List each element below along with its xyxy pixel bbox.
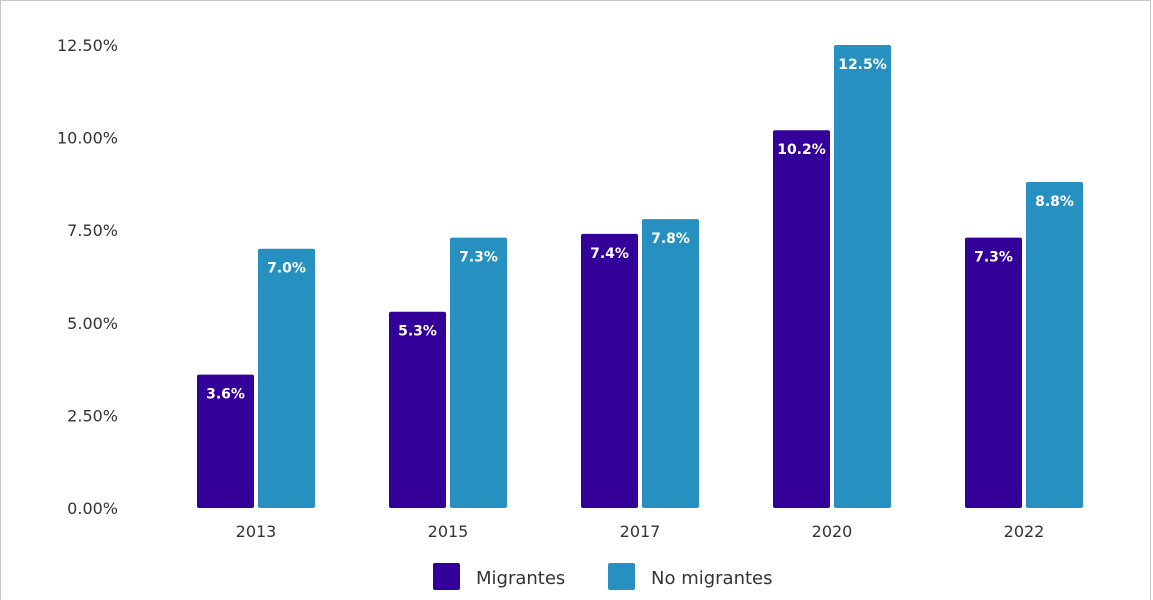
data-label: 7.3% bbox=[459, 250, 498, 266]
data-label: 7.0% bbox=[267, 261, 306, 277]
legend-item-no-migrantes[interactable]: No migrantes bbox=[608, 563, 773, 590]
bar-no-migrantes-2017[interactable] bbox=[642, 219, 699, 508]
y-tick-label: 2.50% bbox=[67, 406, 118, 425]
x-tick-label: 2015 bbox=[428, 522, 469, 541]
data-label: 7.4% bbox=[590, 246, 629, 262]
y-tick-label: 7.50% bbox=[67, 221, 118, 240]
bar-migrantes-2022[interactable] bbox=[965, 237, 1022, 508]
bar-migrantes-2013[interactable] bbox=[197, 374, 254, 508]
y-tick-label: 5.00% bbox=[67, 314, 118, 333]
legend-swatch bbox=[433, 563, 460, 590]
bar-migrantes-2015[interactable] bbox=[389, 311, 446, 508]
legend-item-migrantes[interactable]: Migrantes bbox=[433, 563, 565, 590]
data-label: 7.8% bbox=[651, 231, 690, 247]
data-label: 10.2% bbox=[777, 142, 826, 158]
y-tick-label: 10.00% bbox=[57, 129, 118, 148]
y-tick-label: 0.00% bbox=[67, 499, 118, 518]
x-tick-label: 2022 bbox=[1004, 522, 1045, 541]
data-label: 5.3% bbox=[398, 324, 437, 340]
legend-label: No migrantes bbox=[651, 568, 773, 589]
bar-no-migrantes-2015[interactable] bbox=[450, 237, 507, 508]
data-labels: 3.6% 7.0% 5.3% 7.3% 7.4% 7.8% 10.2% 12.5% 7.3% 8.… bbox=[206, 57, 1074, 403]
data-label: 3.6% bbox=[206, 387, 245, 403]
x-tick-label: 2020 bbox=[812, 522, 853, 541]
data-label: 12.5% bbox=[838, 57, 887, 73]
y-axis: 0.00% 2.50% 5.00% 7.50% 10.00% 12.50% bbox=[57, 36, 118, 518]
bar-no-migrantes-2022[interactable] bbox=[1026, 182, 1083, 508]
data-label: 8.8% bbox=[1035, 194, 1074, 210]
bar-no-migrantes-2013[interactable] bbox=[258, 248, 315, 508]
bar-no-migrantes-2020[interactable] bbox=[834, 45, 891, 508]
x-tick-label: 2013 bbox=[236, 522, 277, 541]
data-label: 7.3% bbox=[974, 250, 1013, 266]
x-axis: 2013 2015 2017 2020 2022 bbox=[236, 522, 1045, 541]
x-tick-label: 2017 bbox=[620, 522, 661, 541]
legend-label: Migrantes bbox=[476, 568, 565, 589]
legend[interactable]: Migrantes No migrantes bbox=[433, 563, 773, 590]
bars bbox=[197, 45, 1083, 509]
y-tick-label: 12.50% bbox=[57, 36, 118, 55]
bar-migrantes-2017[interactable] bbox=[581, 233, 638, 509]
legend-swatch bbox=[608, 563, 635, 590]
bar-migrantes-2020[interactable] bbox=[773, 130, 830, 508]
